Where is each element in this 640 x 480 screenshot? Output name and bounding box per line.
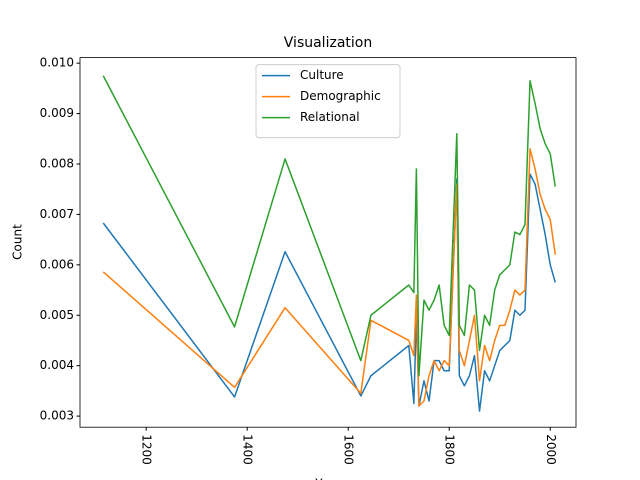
series-line	[102, 148, 557, 407]
y-tick-label: 0.005	[40, 308, 74, 322]
y-tick-label: 0.006	[40, 257, 74, 271]
legend-label: Culture	[300, 68, 344, 82]
y-tick-label: 0.007	[40, 207, 74, 221]
x-tick-label: 1400	[241, 434, 255, 465]
legend-box	[255, 64, 401, 139]
chart-title: Visualization	[284, 35, 372, 51]
y-axis-label: Count	[11, 224, 25, 260]
x-tick-label: 2000	[544, 434, 558, 465]
y-tick-label: 0.010	[40, 56, 74, 70]
x-tick-label: 1200	[140, 434, 154, 465]
legend-label: Relational	[300, 110, 360, 124]
y-tick-label: 0.009	[40, 106, 74, 120]
x-tick-label: 1800	[443, 434, 457, 465]
x-axis-label: Year	[314, 477, 340, 480]
series-line	[102, 75, 557, 377]
y-tick-label: 0.008	[40, 156, 74, 170]
series-line	[102, 173, 557, 412]
x-tick-label: 1600	[342, 434, 356, 465]
plot-frame	[79, 57, 577, 428]
y-tick-label: 0.004	[40, 358, 74, 372]
y-tick-label: 0.003	[40, 409, 74, 423]
legend-label: Demographic	[300, 89, 381, 103]
